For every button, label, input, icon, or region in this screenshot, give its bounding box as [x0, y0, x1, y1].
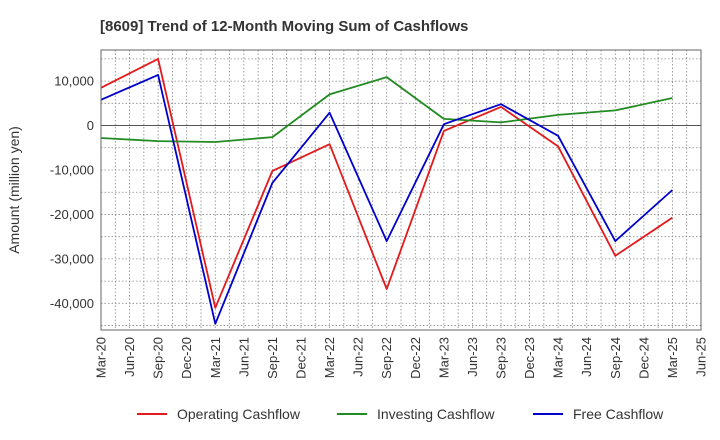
x-tick-label: Jun-22 — [351, 337, 366, 377]
y-tick-label: 0 — [87, 118, 94, 133]
x-tick-label: Mar-20 — [94, 337, 109, 378]
x-tick-label: Dec-24 — [636, 337, 651, 379]
x-tick-label: Mar-22 — [322, 337, 337, 378]
legend-label-investing-cashflow: Investing Cashflow — [377, 406, 495, 422]
y-tick-label: -10,000 — [50, 163, 94, 178]
x-tick-label: Dec-22 — [408, 337, 423, 379]
x-tick-label: Sep-23 — [494, 337, 509, 379]
y-tick-label: -20,000 — [50, 207, 94, 222]
x-tick-label: Jun-21 — [236, 337, 251, 377]
y-axis-label: Amount (million yen) — [6, 126, 22, 254]
x-tick-label: Mar-21 — [208, 337, 223, 378]
x-tick-label: Sep-24 — [608, 337, 623, 379]
legend-label-operating-cashflow: Operating Cashflow — [177, 406, 301, 422]
series-lines — [100, 58, 674, 325]
x-tick-label: Jun-23 — [465, 337, 480, 377]
grid-lines — [100, 50, 702, 330]
y-tick-label: 10,000 — [54, 74, 94, 89]
x-tick-label: Sep-20 — [151, 337, 166, 379]
legend-label-free-cashflow: Free Cashflow — [573, 406, 664, 422]
x-tick-label: Mar-24 — [551, 337, 566, 378]
x-tick-label: Mar-23 — [436, 337, 451, 378]
x-tick-label: Dec-21 — [294, 337, 309, 379]
series-line-free-cashflow — [100, 74, 674, 325]
legend: Operating Cashflow Investing Cashflow Free… — [137, 406, 664, 422]
x-tick-label: Jun-24 — [579, 337, 594, 377]
plot-frame — [100, 49, 702, 331]
y-tick-labels: 10,000 0 -10,000 -20,000 -30,000 -40,000 — [50, 74, 94, 311]
series-line-operating-cashflow — [100, 58, 673, 309]
x-tick-label: Sep-21 — [265, 337, 280, 379]
x-tick-label: Mar-25 — [665, 337, 680, 378]
x-tick-label: Sep-22 — [379, 337, 394, 379]
series-line-investing-cashflow — [100, 76, 673, 143]
x-tick-labels: Mar-20 Jun-20 Sep-20 Dec-20 Mar-21 Jun-21 Sep-… — [94, 337, 709, 379]
x-tick-label: Jun-25 — [694, 337, 709, 377]
plot-border — [100, 49, 702, 331]
x-tick-label: Dec-20 — [179, 337, 194, 379]
y-tick-label: -40,000 — [50, 296, 94, 311]
x-tick-label: Jun-20 — [122, 337, 137, 377]
chart-title: [8609] Trend of 12-Month Moving Sum of C… — [100, 18, 468, 35]
x-tick-label: Dec-23 — [522, 337, 537, 379]
y-tick-label: -30,000 — [50, 251, 94, 266]
